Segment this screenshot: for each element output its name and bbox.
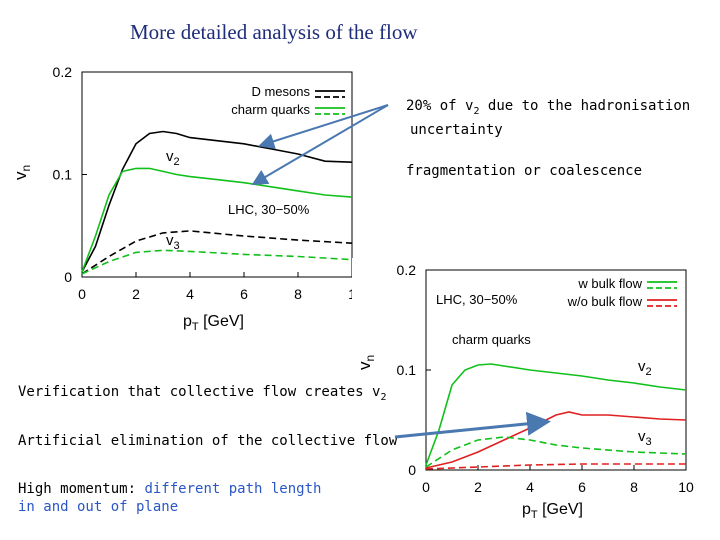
chart1-legend-dmesons: D mesons xyxy=(251,84,310,99)
chart1-series-d-mesons xyxy=(81,130,353,273)
chart2-series-w-o-bulk-flow xyxy=(425,411,687,469)
chart1-x-axis-label: pT [GeV] xyxy=(183,313,244,333)
note-fragmentation: fragmentation or coalescence xyxy=(406,163,643,179)
note-v2-uncertainty: 20% of v2 due to the hadronisation uncer… xyxy=(406,97,690,139)
chart2-y-axis-label: vn xyxy=(355,355,377,370)
chart2-x-tick-label: 0 xyxy=(422,479,430,495)
chart2-x-tick-label: 6 xyxy=(578,479,586,495)
chart2-series-w-bulk-flow-v3 xyxy=(425,436,687,468)
chart1-y-tick-label: 0 xyxy=(64,269,72,285)
chart2-background xyxy=(352,258,720,540)
chart1-plot-frame xyxy=(81,71,353,278)
note-high-momentum-line2: in and out of plane xyxy=(18,499,179,515)
chart1-v3-label: v3 xyxy=(166,232,180,252)
chart2-x-tick-label: 4 xyxy=(526,479,534,495)
slide-title: More detailed analysis of the flow xyxy=(130,20,418,44)
chart2-x-tick-label: 8 xyxy=(630,479,638,495)
chart2-species-label: charm quarks xyxy=(452,332,531,347)
chart1-x-tick-label: 4 xyxy=(186,286,194,302)
chart2-legend-wbulk: w bulk flow xyxy=(577,276,642,291)
chart1-frame-group xyxy=(81,71,353,278)
chart1-centrality-label: LHC, 30−50% xyxy=(228,202,310,217)
note-high-momentum-line1: High momentum: different path length xyxy=(18,481,322,497)
note-v2-line1: 20% of v2 due to the hadronisation xyxy=(406,98,691,117)
chart1-x-tick-label: 6 xyxy=(240,286,248,302)
chart1-y-tick-label: 0.2 xyxy=(53,64,73,80)
chart1-series-charm-quarks-v3 xyxy=(81,249,353,275)
chart2-x-tick-label: 10 xyxy=(678,479,694,495)
chart-charm-bulk-flow: 0 2 4 6 8 10 0 0.1 0.2 vn pT [GeV] w bulk flow w… xyxy=(355,262,694,521)
note-high-momentum: High momentum: different path length in … xyxy=(18,480,321,516)
chart1-series-charm-quarks xyxy=(81,167,353,273)
chart2-y-tick-label: 0 xyxy=(408,462,416,478)
chart2-series-w-bulk-flow xyxy=(425,363,687,466)
chart2-legend-wobulk: w/o bulk flow xyxy=(567,294,643,309)
chart1-legend-charm: charm quarks xyxy=(231,102,310,117)
chart1-x-tick-label: 2 xyxy=(132,286,140,302)
chart2-centrality-label: LHC, 30−50% xyxy=(436,292,518,307)
chart1-y-tick-label: 0.1 xyxy=(53,167,73,183)
chart2-v3-label: v3 xyxy=(638,428,652,448)
chart2-x-tick-label: 2 xyxy=(474,479,482,495)
chart1-x-tick-label: 8 xyxy=(294,286,302,302)
chart1-x-tick-label: 0 xyxy=(78,286,86,302)
chart2-x-axis-label: pT [GeV] xyxy=(522,501,583,521)
note-v2-line2: uncertainty xyxy=(410,121,503,138)
chart1-v2-label: v2 xyxy=(166,148,180,168)
note-artificial-elimination: Artificial elimination of the collective… xyxy=(18,433,398,449)
note-verification: Verification that collective flow create… xyxy=(18,384,387,403)
chart1-y-axis-label: vn xyxy=(11,165,33,180)
chart2-y-tick-label: 0.2 xyxy=(397,262,417,278)
chart2-y-tick-label: 0.1 xyxy=(397,362,417,378)
chart2-series-w-o-bulk-flow-v3 xyxy=(425,463,686,470)
chart2-v2-label: v2 xyxy=(638,358,652,378)
chart1-series-d-mesons-v3 xyxy=(81,230,353,275)
